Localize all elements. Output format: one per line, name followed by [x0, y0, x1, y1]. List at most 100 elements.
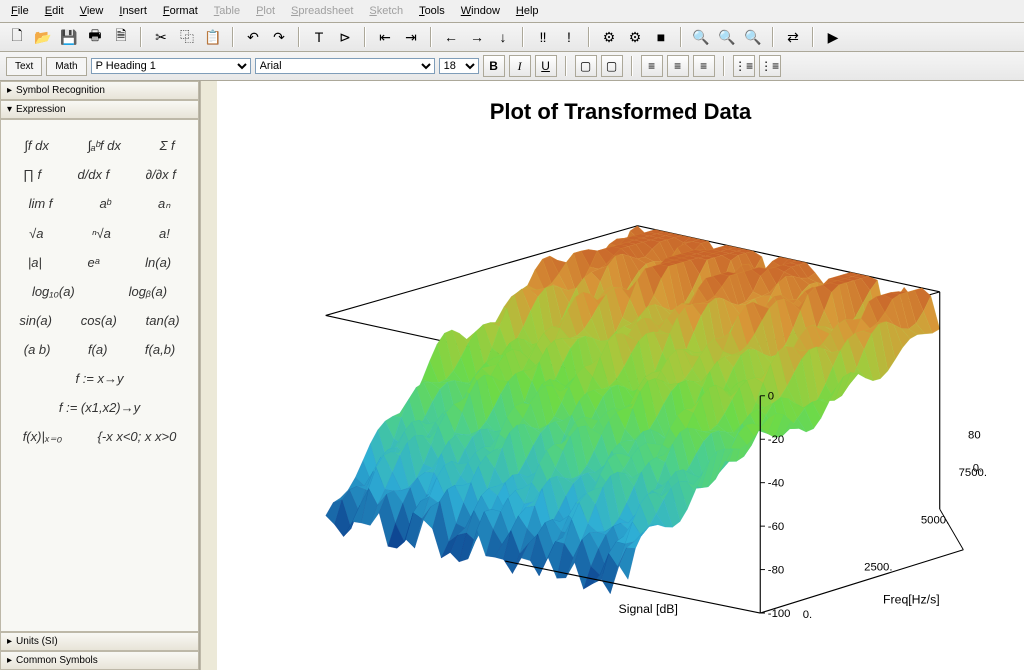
menu-window[interactable]: Window: [454, 2, 507, 20]
expression-template[interactable]: ⁿ√a: [90, 224, 113, 243]
expression-template[interactable]: f(a,b): [143, 340, 177, 359]
expression-template[interactable]: aᵇ: [98, 194, 113, 214]
italic-button[interactable]: I: [509, 55, 531, 77]
menu-sketch[interactable]: Sketch: [362, 2, 410, 20]
open-button[interactable]: 📂: [32, 26, 54, 48]
preview-button[interactable]: 🗎: [110, 26, 132, 48]
transform-button[interactable]: ⇄: [782, 26, 804, 48]
highlight2-button[interactable]: ▢: [601, 55, 623, 77]
palette-expression[interactable]: ▾Expression: [0, 100, 199, 119]
print-button[interactable]: 🖶: [84, 26, 106, 48]
expression-template[interactable]: sin(a): [17, 311, 54, 330]
cut-button[interactable]: ✂: [150, 26, 172, 48]
align-left-button[interactable]: ≡: [641, 55, 663, 77]
excl1-button[interactable]: !: [558, 26, 580, 48]
arrow-r-button[interactable]: →: [466, 26, 488, 48]
undo-button[interactable]: ↶: [242, 26, 264, 48]
arrow-l-button[interactable]: ←: [440, 26, 462, 48]
font-size-select[interactable]: 18: [439, 58, 479, 74]
palette-label: Units (SI): [16, 636, 58, 647]
bold-button[interactable]: B: [483, 55, 505, 77]
menu-help[interactable]: Help: [509, 2, 546, 20]
zoom-in-button[interactable]: 🔍: [690, 26, 712, 48]
plot-canvas[interactable]: 0-20-40-60-80-1007500.5000.2500.0.Freq[H…: [237, 136, 1019, 665]
palette-label: Expression: [16, 104, 65, 115]
svg-text:-80: -80: [768, 564, 784, 576]
gear-button[interactable]: ⚙: [598, 26, 620, 48]
expression-template[interactable]: aₙ: [156, 194, 172, 214]
menu-insert[interactable]: Insert: [112, 2, 154, 20]
gear-run-button[interactable]: ⚙: [624, 26, 646, 48]
expression-template[interactable]: {-x x<0; x x>0: [96, 427, 179, 447]
expression-template[interactable]: ∫ₐᵇf dx: [86, 136, 123, 155]
align-center-button[interactable]: ≡: [667, 55, 689, 77]
expression-template[interactable]: ∏ f: [21, 165, 43, 184]
paragraph-style-select[interactable]: P Heading 1: [91, 58, 251, 74]
expression-template[interactable]: cos(a): [79, 311, 119, 330]
expression-template[interactable]: ∫f dx: [22, 136, 51, 155]
excl2-button[interactable]: ‼: [532, 26, 554, 48]
font-select[interactable]: Arial: [255, 58, 435, 74]
expression-template[interactable]: ∂/∂x f: [144, 165, 178, 184]
arrow-d-button[interactable]: ↓: [492, 26, 514, 48]
text-p-button[interactable]: ⊳: [334, 26, 356, 48]
expression-template[interactable]: d/dx f: [75, 165, 111, 184]
separator: [522, 27, 524, 47]
expression-row: ∫f dx ∫ₐᵇf dx Σ f: [5, 136, 194, 155]
expression-template[interactable]: f := x→y: [73, 369, 125, 388]
menu-file[interactable]: File: [4, 2, 36, 20]
paste-button[interactable]: 📋: [202, 26, 224, 48]
expression-template[interactable]: f(x)|ₓ₌₀: [21, 427, 64, 447]
palette-units-si[interactable]: ▸Units (SI): [0, 632, 199, 651]
underline-button[interactable]: U: [535, 55, 557, 77]
zoom-fit-button[interactable]: 🔍: [742, 26, 764, 48]
svg-text:80: 80: [968, 429, 981, 441]
menu-spreadsheet[interactable]: Spreadsheet: [284, 2, 360, 20]
tab-text[interactable]: Text: [6, 57, 42, 76]
expand-icon: ▸: [7, 655, 12, 666]
menu-tools[interactable]: Tools: [412, 2, 452, 20]
expression-template[interactable]: √a: [27, 224, 45, 243]
indent-l-button[interactable]: ⇤: [374, 26, 396, 48]
text-t-button[interactable]: T: [308, 26, 330, 48]
menu-view[interactable]: View: [73, 2, 111, 20]
highlight1-button[interactable]: ▢: [575, 55, 597, 77]
bullet-list-button[interactable]: ⋮≡: [733, 55, 755, 77]
expression-template[interactable]: lim f: [27, 194, 55, 214]
redo-button[interactable]: ↷: [268, 26, 290, 48]
expression-template[interactable]: |a|: [26, 253, 44, 272]
expression-template[interactable]: tan(a): [144, 311, 182, 330]
copy-button[interactable]: ⿻: [176, 26, 198, 48]
zoom-out-button[interactable]: 🔍: [716, 26, 738, 48]
palette-common-symbols[interactable]: ▸Common Symbols: [0, 651, 199, 670]
tab-math[interactable]: Math: [46, 57, 86, 76]
execute-button[interactable]: ▶: [822, 26, 844, 48]
sidebar-scrollbar[interactable]: [200, 81, 217, 670]
expression-template[interactable]: eᵃ: [86, 253, 102, 272]
align-right-button[interactable]: ≡: [693, 55, 715, 77]
expression-template[interactable]: ln(a): [143, 253, 173, 272]
number-list-button[interactable]: ⋮≡: [759, 55, 781, 77]
palette-symbol-recognition[interactable]: ▸Symbol Recognition: [0, 81, 199, 100]
expression-template[interactable]: a!: [157, 224, 172, 243]
new-button[interactable]: 🗋: [6, 26, 28, 48]
stop-button[interactable]: ■: [650, 26, 672, 48]
menu-edit[interactable]: Edit: [38, 2, 71, 20]
expression-row: log₁₀(a) logᵦ(a): [5, 282, 194, 301]
menu-table[interactable]: Table: [207, 2, 247, 20]
menu-format[interactable]: Format: [156, 2, 205, 20]
separator: [430, 27, 432, 47]
save-button[interactable]: 💾: [58, 26, 80, 48]
menu-plot[interactable]: Plot: [249, 2, 282, 20]
indent-r-button[interactable]: ⇥: [400, 26, 422, 48]
expression-row: f(x)|ₓ₌₀ {-x x<0; x x>0: [5, 427, 194, 447]
expression-template[interactable]: log₁₀(a): [30, 282, 77, 301]
expression-row: ∏ f d/dx f ∂/∂x f: [5, 165, 194, 184]
expression-row: √a ⁿ√a a!: [5, 224, 194, 243]
palette-label: Symbol Recognition: [16, 85, 105, 96]
expression-template[interactable]: f := (x1,x2)→y: [57, 398, 142, 417]
expression-template[interactable]: logᵦ(a): [127, 282, 169, 301]
expression-template[interactable]: Σ f: [158, 136, 177, 155]
expression-template[interactable]: f(a): [86, 340, 110, 359]
expression-template[interactable]: (a b): [22, 340, 53, 359]
